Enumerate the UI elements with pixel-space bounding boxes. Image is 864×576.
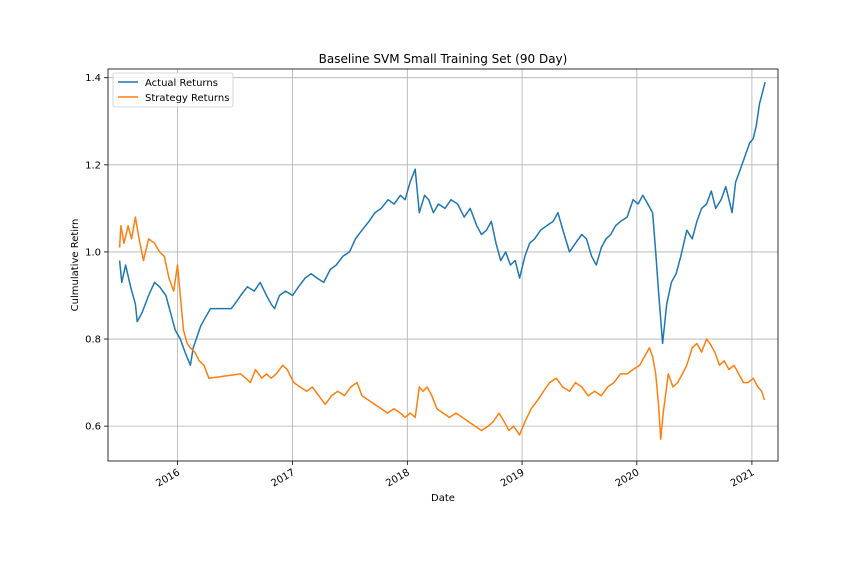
y-tick-label: 0.8 <box>85 335 101 346</box>
y-tick-label: 0.6 <box>85 422 101 433</box>
legend-label-actual-returns: Actual Returns <box>145 78 218 89</box>
legend-box <box>112 72 234 108</box>
series-line-strategy-returns <box>118 216 766 440</box>
y-tick-label: 1.4 <box>85 73 101 84</box>
legend: Actual Returns Strategy Returns <box>112 72 234 108</box>
y-tick-label: 1.2 <box>85 160 101 171</box>
y-axis-title: Culmulative Retirn <box>70 219 81 312</box>
x-axis-title: Date <box>431 493 455 504</box>
plot-area-frame <box>107 68 779 462</box>
legend-label-strategy-returns: Strategy Returns <box>145 93 229 104</box>
series-line-actual-returns <box>118 81 766 366</box>
y-tick-label: 1.0 <box>85 247 101 258</box>
grid-lines <box>108 69 778 461</box>
series-lines <box>118 81 766 440</box>
chart-title: Baseline SVM Small Training Set (90 Day) <box>319 52 568 66</box>
